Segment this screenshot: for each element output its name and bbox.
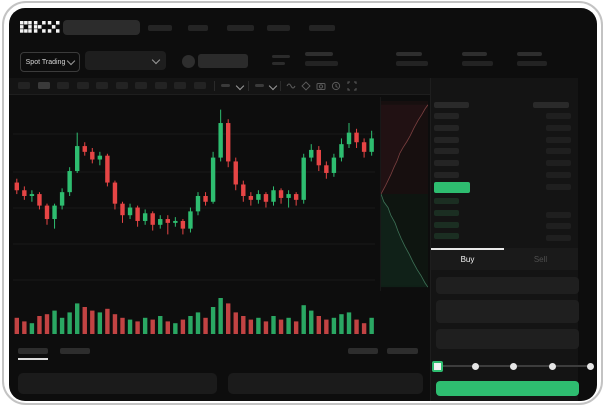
ask-row-amount: [546, 148, 571, 154]
stat-value-placeholder: [462, 61, 493, 66]
chevron-down-icon: [151, 55, 161, 65]
stat-label-placeholder: [396, 52, 422, 56]
nav-item-2[interactable]: [188, 25, 208, 31]
trade-tabs: Buy Sell: [431, 248, 578, 270]
orders-panel-placeholder: [18, 373, 217, 394]
bottom-tab-open-orders[interactable]: [18, 348, 48, 354]
balance-line-placeholder: [272, 62, 285, 65]
ask-row-amount: [546, 113, 571, 119]
timeframe-button-9[interactable]: [174, 82, 186, 89]
last-price-amount: [546, 184, 571, 190]
bid-row-amount: [546, 212, 571, 218]
chevron-down-icon[interactable]: [235, 81, 245, 91]
last-price-badge[interactable]: [434, 182, 470, 193]
ask-row-price[interactable]: [434, 172, 459, 178]
divider: [280, 81, 281, 91]
timeframe-button-6[interactable]: [115, 82, 128, 89]
bottom-right-control[interactable]: [348, 348, 378, 354]
divider: [214, 81, 215, 91]
pair-selector-dropdown[interactable]: [85, 51, 166, 70]
stat-value-placeholder: [396, 61, 428, 66]
total-field[interactable]: [436, 329, 579, 349]
ask-row-price[interactable]: [434, 125, 459, 131]
chevron-down-icon[interactable]: [268, 81, 278, 91]
search-input[interactable]: [63, 20, 140, 35]
price-field[interactable]: [436, 277, 579, 294]
trading-app-window: Spot Trading: [9, 8, 597, 401]
orderbook-header-price: [434, 102, 469, 108]
fullscreen-icon[interactable]: [347, 81, 357, 91]
bid-row-price[interactable]: [434, 210, 459, 216]
active-tab-indicator: [431, 248, 504, 250]
stat-value-placeholder: [305, 61, 338, 66]
orderbook-header-amount: [533, 102, 569, 108]
bid-row-amount: [546, 235, 571, 241]
balance-line-placeholder: [272, 55, 290, 58]
header-action-button[interactable]: [198, 54, 248, 68]
slider-stop[interactable]: [471, 363, 479, 370]
okx-logo: [20, 21, 60, 33]
divider: [248, 81, 249, 91]
timeframe-button-4[interactable]: [76, 82, 89, 89]
ask-row-price[interactable]: [434, 137, 459, 143]
tab-sell[interactable]: Sell: [533, 254, 548, 264]
volume-canvas[interactable]: [13, 296, 375, 334]
nav-item-4[interactable]: [267, 25, 290, 31]
indicator-dropdown-label: [221, 84, 230, 87]
avatar[interactable]: [182, 55, 195, 68]
ask-row-amount: [546, 172, 571, 178]
slider-handle[interactable]: [432, 361, 443, 372]
amount-field[interactable]: [436, 300, 579, 323]
bid-row-price[interactable]: [434, 233, 459, 239]
ask-row-amount: [546, 137, 571, 143]
assets-panel-placeholder: [228, 373, 423, 394]
candlestick-chart[interactable]: [9, 94, 430, 344]
nav-item-3[interactable]: [227, 25, 254, 31]
bid-row-amount: [546, 223, 571, 229]
bottom-tab-history[interactable]: [60, 348, 90, 354]
bottom-right-control[interactable]: [387, 348, 418, 354]
bid-row-price[interactable]: [434, 222, 459, 228]
candles-canvas[interactable]: [13, 100, 375, 292]
overlay-dropdown-label: [255, 84, 264, 87]
timeframe-button-5[interactable]: [96, 82, 108, 89]
timeframe-button-7[interactable]: [135, 82, 147, 89]
timeframe-button-10[interactable]: [193, 82, 206, 89]
stat-value-placeholder: [517, 61, 547, 66]
stat-label-placeholder: [517, 52, 542, 56]
ask-row-price[interactable]: [434, 113, 459, 119]
orderbook-trade-panel: Buy Sell: [430, 78, 594, 401]
stat-label-placeholder: [305, 52, 333, 56]
alert-icon[interactable]: [331, 81, 341, 91]
timeframe-button-2[interactable]: [37, 82, 50, 89]
trading-mode-dropdown[interactable]: Spot Trading: [20, 52, 80, 72]
slider-stop[interactable]: [510, 363, 517, 370]
bid-row-price[interactable]: [434, 198, 459, 204]
ask-row-price[interactable]: [434, 148, 459, 154]
draw-tool-icon[interactable]: [301, 81, 311, 91]
camera-icon[interactable]: [316, 81, 326, 91]
bottom-tab-underline: [18, 358, 48, 360]
ask-row-price[interactable]: [434, 160, 459, 166]
timeframe-button-8[interactable]: [154, 82, 167, 89]
tab-buy[interactable]: Buy: [460, 254, 475, 264]
nav-item-1[interactable]: [148, 25, 172, 31]
timeframe-button-3[interactable]: [57, 82, 69, 89]
depth-chart[interactable]: [380, 97, 428, 291]
ask-row-amount: [546, 125, 571, 131]
trading-mode-label: Spot Trading: [25, 58, 66, 66]
chart-toolbar: [9, 78, 430, 95]
chevron-down-icon: [67, 56, 76, 66]
stat-label-placeholder: [462, 52, 487, 56]
slider-stop[interactable]: [548, 363, 556, 370]
ask-row-amount: [546, 160, 571, 166]
timeframe-button-1[interactable]: [18, 82, 30, 89]
indicator-wave-icon[interactable]: [286, 81, 296, 91]
buy-button[interactable]: [436, 381, 579, 396]
slider-stop[interactable]: [587, 363, 594, 370]
nav-item-5[interactable]: [309, 25, 335, 31]
